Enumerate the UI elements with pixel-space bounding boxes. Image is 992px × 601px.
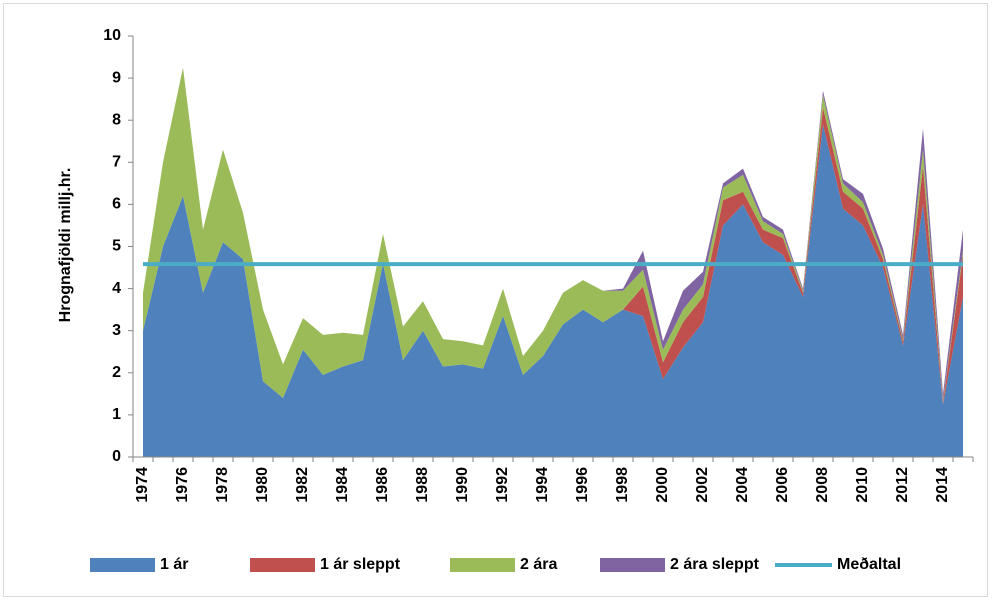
x-tick-label: 2010 [854,467,871,503]
legend-label: 2 ára [520,556,557,573]
x-tick-label: 1992 [494,467,511,503]
area [143,124,963,457]
x-tick-label: 2008 [814,467,831,503]
y-tick-label: 1 [112,406,121,423]
x-tick-label: 2004 [734,467,751,503]
x-tick-label: 1998 [614,467,631,503]
x-tick-label: 1976 [174,467,191,503]
y-tick-label: 2 [112,364,121,381]
y-tick-label: 5 [112,238,121,255]
y-tick-label: 0 [112,448,121,465]
x-tick-label: 1990 [454,467,471,503]
legend-swatch [600,558,665,572]
x-tick-label: 2014 [934,467,951,503]
x-tick-label: 1988 [414,467,431,503]
x-tick-label: 1984 [334,467,351,503]
x-tick-label: 2000 [654,467,671,503]
x-tick-label: 1996 [574,467,591,503]
x-tick-label: 1994 [534,467,551,503]
x-tick-label: 1978 [214,467,231,503]
y-tick-label: 3 [112,322,121,339]
y-tick-label: 4 [112,280,121,297]
x-tick-label: 1982 [294,467,311,503]
legend-swatch [450,558,515,572]
y-tick-label: 10 [103,27,121,44]
legend-label: 1 ár [160,556,188,573]
y-tick-label: 6 [112,196,121,213]
legend-label: 2 ára sleppt [670,556,760,573]
x-tick-label: 1980 [254,467,271,503]
y-axis-label: Hrognafjöldi millj.hr. [57,168,74,323]
x-tick-label: 2012 [894,467,911,503]
y-tick-label: 7 [112,154,121,171]
legend-label: 1 ár sleppt [320,556,401,573]
x-tick-label: 2006 [774,467,791,503]
area [143,67,963,403]
x-tick-label: 1974 [134,467,151,503]
legend-swatch [250,558,315,572]
legend-swatch [90,558,155,572]
y-tick-label: 8 [112,111,121,128]
legend-label: Meðaltal [837,556,901,573]
x-tick-label: 2002 [694,467,711,503]
y-tick-label: 9 [112,69,121,86]
x-tick-label: 1986 [374,467,391,503]
